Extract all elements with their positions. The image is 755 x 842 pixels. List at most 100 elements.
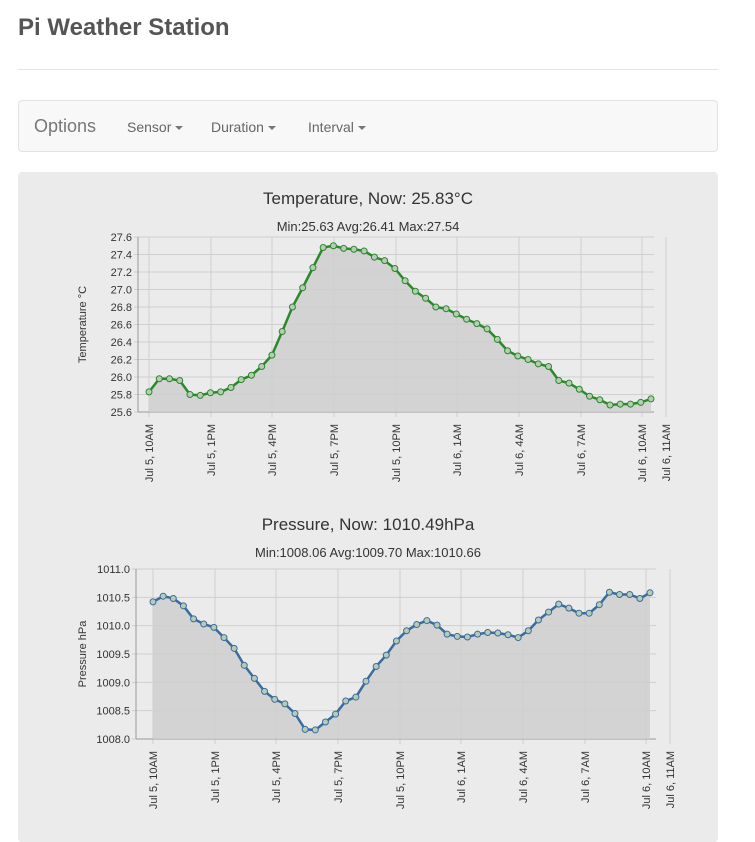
y-axis-label: Pressure hPa bbox=[77, 620, 89, 688]
data-point bbox=[149, 598, 157, 606]
data-point bbox=[595, 601, 603, 609]
data-point bbox=[524, 356, 532, 363]
chevron-down-icon bbox=[175, 126, 184, 131]
y-tick-label: 26.4 bbox=[111, 337, 132, 349]
data-point bbox=[165, 375, 173, 383]
y-tick-label: 1008.0 bbox=[96, 734, 130, 746]
data-point bbox=[637, 398, 645, 406]
data-point bbox=[626, 591, 634, 598]
data-point bbox=[227, 384, 235, 391]
navbar-brand: Options bbox=[34, 116, 97, 136]
data-point bbox=[169, 594, 177, 602]
data-point bbox=[443, 630, 451, 638]
interval-dropdown[interactable]: Interval bbox=[308, 119, 366, 135]
y-tick-label: 26.8 bbox=[111, 302, 132, 314]
duration-dropdown[interactable]: Duration bbox=[211, 119, 276, 135]
data-point bbox=[545, 363, 553, 370]
options-navbar: Options Sensor Duration Interval bbox=[18, 100, 718, 152]
data-point bbox=[301, 725, 309, 733]
data-point bbox=[210, 623, 218, 631]
page-title: Pi Weather Station bbox=[18, 14, 230, 41]
data-point bbox=[206, 389, 214, 397]
data-point bbox=[250, 674, 258, 682]
data-point bbox=[534, 616, 542, 624]
data-point bbox=[332, 710, 340, 718]
data-point bbox=[514, 352, 522, 360]
data-point bbox=[433, 621, 441, 629]
data-point bbox=[411, 287, 419, 295]
data-point bbox=[647, 395, 655, 403]
x-tick-label: Jul 6, 4AM bbox=[518, 751, 530, 803]
chart-subtitle: Min:25.63 Avg:26.41 Max:27.54 bbox=[277, 219, 460, 234]
x-tick-label: Jul 5, 7PM bbox=[329, 424, 341, 476]
data-point bbox=[391, 265, 399, 272]
x-tick-label: Jul 5, 4PM bbox=[267, 424, 279, 476]
data-point bbox=[627, 400, 635, 408]
data-point bbox=[473, 320, 481, 328]
data-point bbox=[565, 379, 573, 387]
y-tick-label: 1009.5 bbox=[96, 649, 130, 661]
data-point bbox=[474, 630, 482, 638]
series-area bbox=[153, 592, 650, 739]
sensor-dropdown-label: Sensor bbox=[127, 119, 172, 135]
data-point bbox=[585, 609, 593, 617]
data-point bbox=[392, 637, 400, 645]
x-tick-label: Jul 5, 1PM bbox=[210, 751, 222, 803]
data-point bbox=[268, 351, 276, 359]
data-point bbox=[401, 277, 409, 285]
data-point bbox=[494, 629, 502, 637]
data-point bbox=[423, 617, 431, 625]
data-point bbox=[309, 264, 317, 272]
data-point bbox=[422, 294, 430, 302]
data-point bbox=[186, 391, 194, 398]
data-point bbox=[299, 284, 307, 292]
data-point bbox=[350, 245, 358, 253]
x-tick-label: Jul 5, 10PM bbox=[391, 424, 403, 482]
data-point bbox=[190, 615, 198, 623]
data-point bbox=[159, 592, 167, 600]
data-point bbox=[179, 602, 187, 610]
x-tick-label: Jul 6, 7AM bbox=[580, 751, 592, 803]
header-divider bbox=[18, 69, 718, 70]
chevron-down-icon bbox=[357, 126, 366, 131]
x-tick-label: Jul 5, 10PM bbox=[395, 751, 407, 809]
data-point bbox=[261, 687, 269, 695]
x-tick-label: Jul 6, 11AM bbox=[665, 751, 677, 808]
x-tick-label: Jul 6, 4AM bbox=[514, 424, 526, 476]
y-tick-label: 1009.0 bbox=[96, 677, 130, 689]
y-tick-label: 27.4 bbox=[111, 250, 132, 262]
data-point bbox=[555, 377, 563, 384]
chart-subtitle: Min:1008.06 Avg:1009.70 Max:1010.66 bbox=[255, 545, 481, 560]
y-axis-label: Temperature °C bbox=[77, 286, 89, 363]
data-point bbox=[514, 634, 522, 642]
data-point bbox=[565, 604, 573, 612]
y-tick-label: 25.8 bbox=[111, 390, 132, 402]
chart-title: Temperature, Now: 25.83°C bbox=[263, 189, 473, 208]
y-tick-label: 26.2 bbox=[111, 355, 132, 367]
data-point bbox=[217, 388, 225, 396]
pressure-chart: Pressure, Now: 1010.49hPa Min:1008.06 Avg… bbox=[77, 515, 677, 809]
y-tick-label: 1010.5 bbox=[96, 592, 130, 604]
x-tick-label: Jul 6, 10AM bbox=[637, 424, 649, 482]
interval-dropdown-label: Interval bbox=[308, 119, 354, 135]
data-point bbox=[240, 661, 248, 669]
data-point bbox=[360, 247, 368, 255]
data-point bbox=[291, 710, 299, 717]
series-area bbox=[149, 245, 651, 412]
y-tick-label: 1008.5 bbox=[96, 706, 130, 718]
sensor-dropdown[interactable]: Sensor bbox=[127, 119, 184, 135]
data-point bbox=[463, 633, 471, 641]
data-point bbox=[342, 697, 350, 705]
data-point bbox=[176, 377, 184, 384]
y-tick-label: 1010.0 bbox=[96, 621, 130, 633]
data-point bbox=[340, 244, 348, 252]
data-point bbox=[271, 695, 279, 703]
y-tick-label: 26.6 bbox=[111, 320, 132, 332]
data-point bbox=[288, 303, 296, 311]
data-point bbox=[220, 634, 228, 642]
x-tick-label: Jul 6, 1AM bbox=[452, 424, 464, 476]
data-point bbox=[504, 347, 512, 355]
data-point bbox=[605, 588, 613, 596]
data-point bbox=[493, 335, 501, 343]
data-point bbox=[311, 726, 319, 734]
